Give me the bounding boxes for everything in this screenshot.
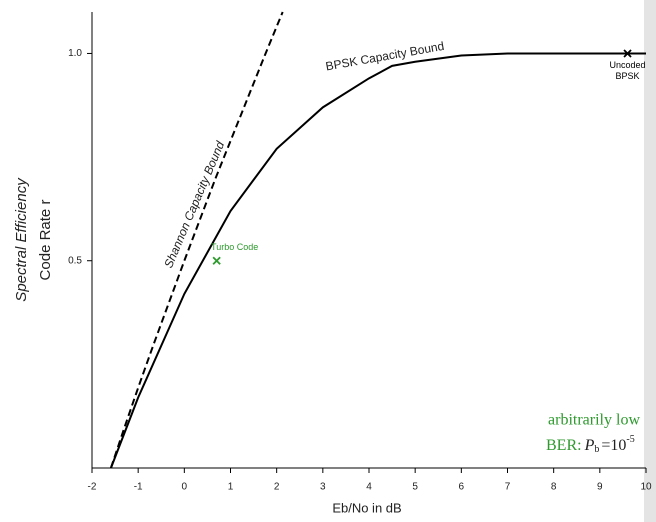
- annotation: arbitrarily low: [548, 412, 640, 429]
- x-tick-label: 1: [228, 482, 234, 493]
- annotation-part: -5: [626, 434, 634, 445]
- annotation-part: BER:: [546, 437, 582, 454]
- point-label: Uncoded: [610, 60, 646, 70]
- x-tick-label: 10: [640, 482, 652, 493]
- x-tick-label: -2: [88, 482, 97, 493]
- x-tick-label: 0: [182, 482, 188, 493]
- y-axis-label: Code Rate r: [37, 200, 54, 281]
- x-axis-label: Eb/No in dB: [332, 500, 401, 515]
- x-tick-label: 6: [459, 482, 465, 493]
- y-tick-label: 0.5: [68, 255, 82, 266]
- x-tick-label: 3: [320, 482, 326, 493]
- y-tick-label: 1.0: [68, 48, 82, 59]
- point-marker: [212, 256, 221, 265]
- series-label: BPSK Capacity Bound: [325, 39, 446, 74]
- annotation-part: =10: [601, 437, 626, 454]
- y-axis-label: Spectral Efficiency: [13, 177, 30, 302]
- series-line: [109, 52, 646, 469]
- series-line: [109, 11, 284, 469]
- annotation: BER: Pb =10-5: [546, 434, 635, 455]
- x-tick-label: 2: [274, 482, 280, 493]
- x-tick-label: 7: [505, 482, 511, 493]
- x-tick-label: -1: [134, 482, 143, 493]
- right-edge: [644, 0, 656, 522]
- x-tick-label: 5: [412, 482, 418, 493]
- point-label: Turbo Code: [211, 242, 258, 252]
- x-tick-label: 4: [366, 482, 372, 493]
- annotation-part: b: [594, 444, 599, 455]
- x-tick-label: 9: [597, 482, 603, 493]
- point-marker: [623, 49, 632, 58]
- x-tick-label: 8: [551, 482, 557, 493]
- point-label: BPSK: [616, 71, 640, 81]
- annotation-part: P: [584, 437, 595, 454]
